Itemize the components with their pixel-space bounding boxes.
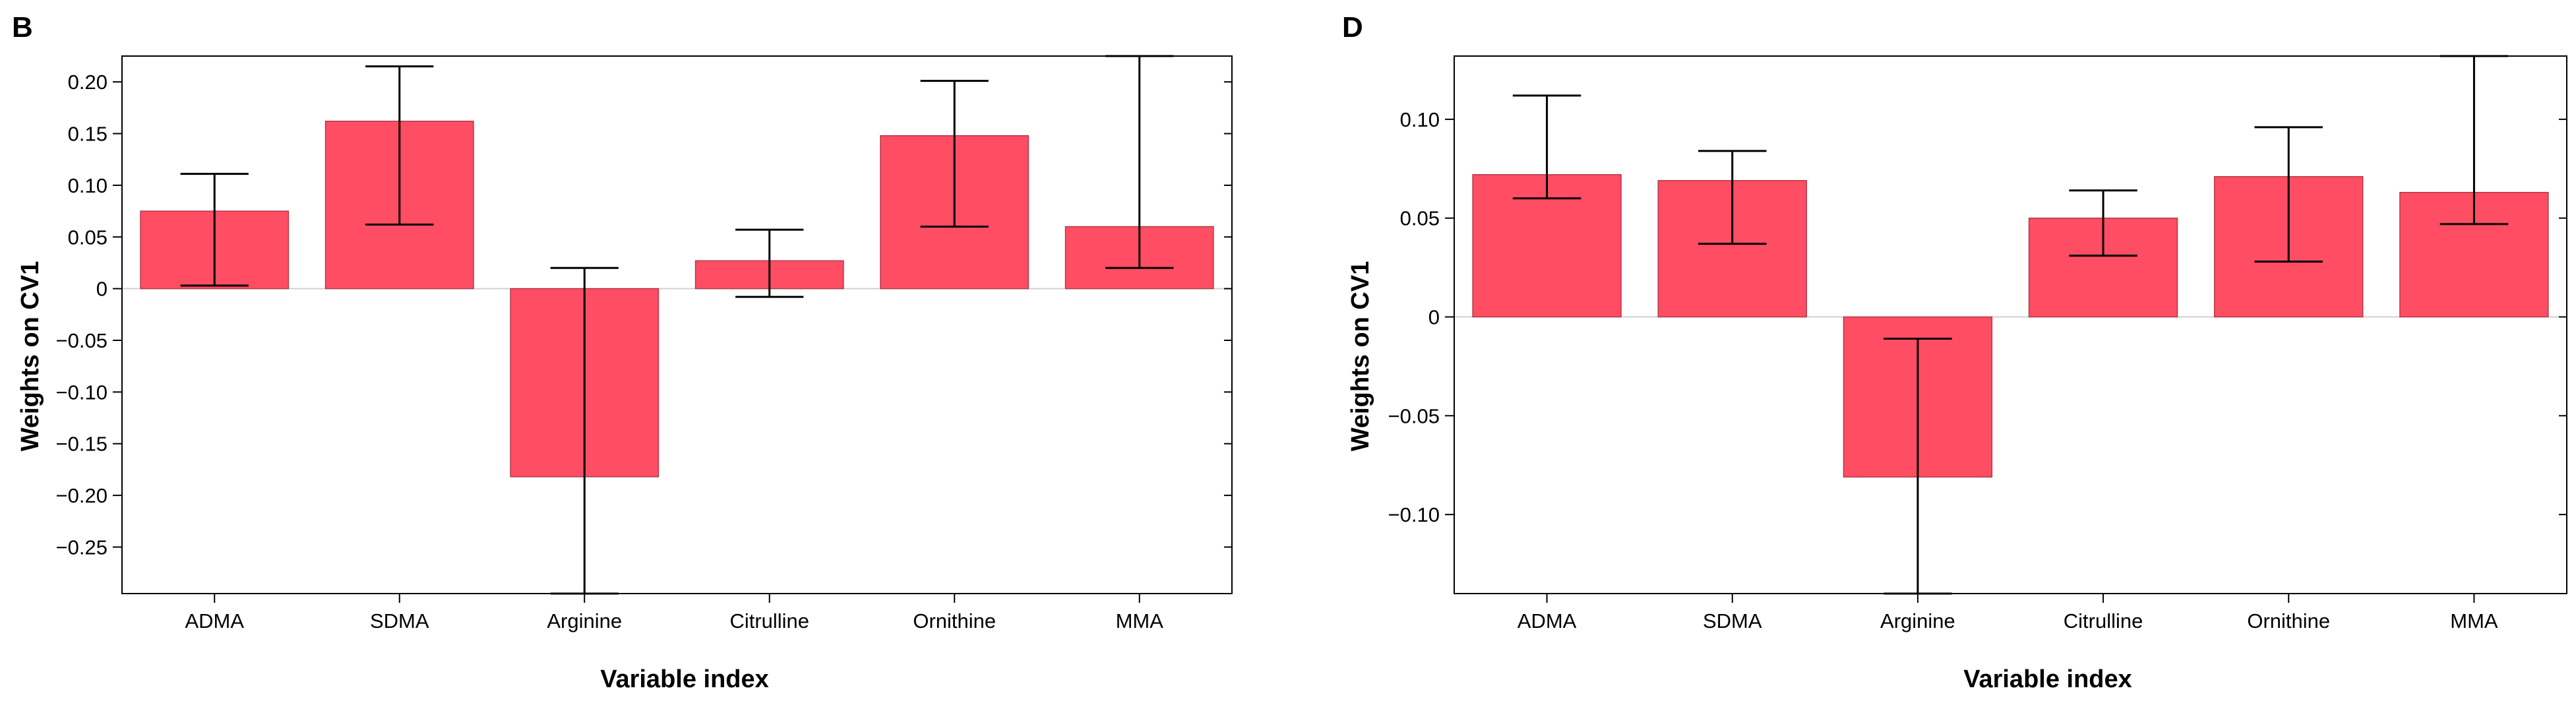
error-bar-b-sdma (365, 65, 434, 226)
panel-d: D Weights on CV1 Variable index 0.10 0.05… (1342, 11, 2567, 693)
error-bar-b-adma (180, 173, 249, 287)
x-tick-label-d-ornithine: Ornithine (2247, 609, 2330, 632)
y-tick-label-d: 0.05 (1400, 207, 1440, 230)
x-tick-label-d-arginine: Arginine (1880, 609, 1955, 632)
x-tick-label-d-adma: ADMA (1518, 609, 1577, 632)
y-tick-label-d: −0.10 (1388, 503, 1440, 526)
y-tick-label-b: −0.15 (56, 433, 107, 456)
y-axis-title-b: Weights on CV1 (16, 261, 44, 452)
x-tick-label-d-sdma: SDMA (1703, 609, 1762, 632)
y-tick-label-d: 0.10 (1400, 108, 1440, 131)
y-tick-label-b: 0.20 (68, 71, 107, 94)
error-bar-b-ornithine (920, 80, 989, 228)
y-tick-label-b: 0.10 (68, 174, 107, 197)
x-tick-label-d-mma: MMA (2450, 609, 2498, 632)
plot-frame-d (1454, 55, 2567, 594)
error-bar-d-citrulline (2069, 189, 2137, 257)
x-tick-label-b-sdma: SDMA (370, 609, 429, 632)
x-tick-label-b-mma: MMA (1116, 609, 1164, 632)
error-bar-d-ornithine (2254, 126, 2323, 263)
panel-b: B Weights on CV1 Variable index 0.20 0.15… (12, 11, 1233, 693)
error-bar-b-citrulline (735, 228, 804, 298)
y-tick-label-d: −0.05 (1388, 404, 1440, 427)
x-tick-label-b-citrulline: Citrulline (729, 609, 809, 632)
x-axis-title-d: Variable index (1963, 665, 2132, 693)
y-tick-label-b: 0.05 (68, 226, 107, 249)
y-axis-title-d: Weights on CV1 (1347, 261, 1374, 452)
x-tick-label-b-adma: ADMA (185, 609, 244, 632)
panel-letter-b: B (12, 11, 33, 44)
x-tick-label-b-arginine: Arginine (547, 609, 622, 632)
y-tick-label-b: −0.20 (56, 484, 107, 507)
x-tick-label-d-citrulline: Citrulline (2064, 609, 2143, 632)
y-tick-label-b: 0 (96, 278, 107, 301)
panel-letter-d: D (1342, 11, 1363, 44)
y-tick-label-b: −0.05 (56, 329, 107, 352)
plot-frame-b (121, 55, 1233, 594)
y-tick-label-d: 0 (1428, 306, 1440, 329)
y-tick-label-b: −0.10 (56, 381, 107, 404)
y-tick-label-b: −0.25 (56, 536, 107, 559)
error-bar-d-adma (1512, 94, 1581, 200)
x-tick-label-b-ornithine: Ornithine (913, 609, 996, 632)
y-tick-label-b: 0.15 (68, 123, 107, 146)
error-bar-d-sdma (1698, 150, 1767, 245)
x-axis-title-b: Variable index (600, 665, 769, 693)
